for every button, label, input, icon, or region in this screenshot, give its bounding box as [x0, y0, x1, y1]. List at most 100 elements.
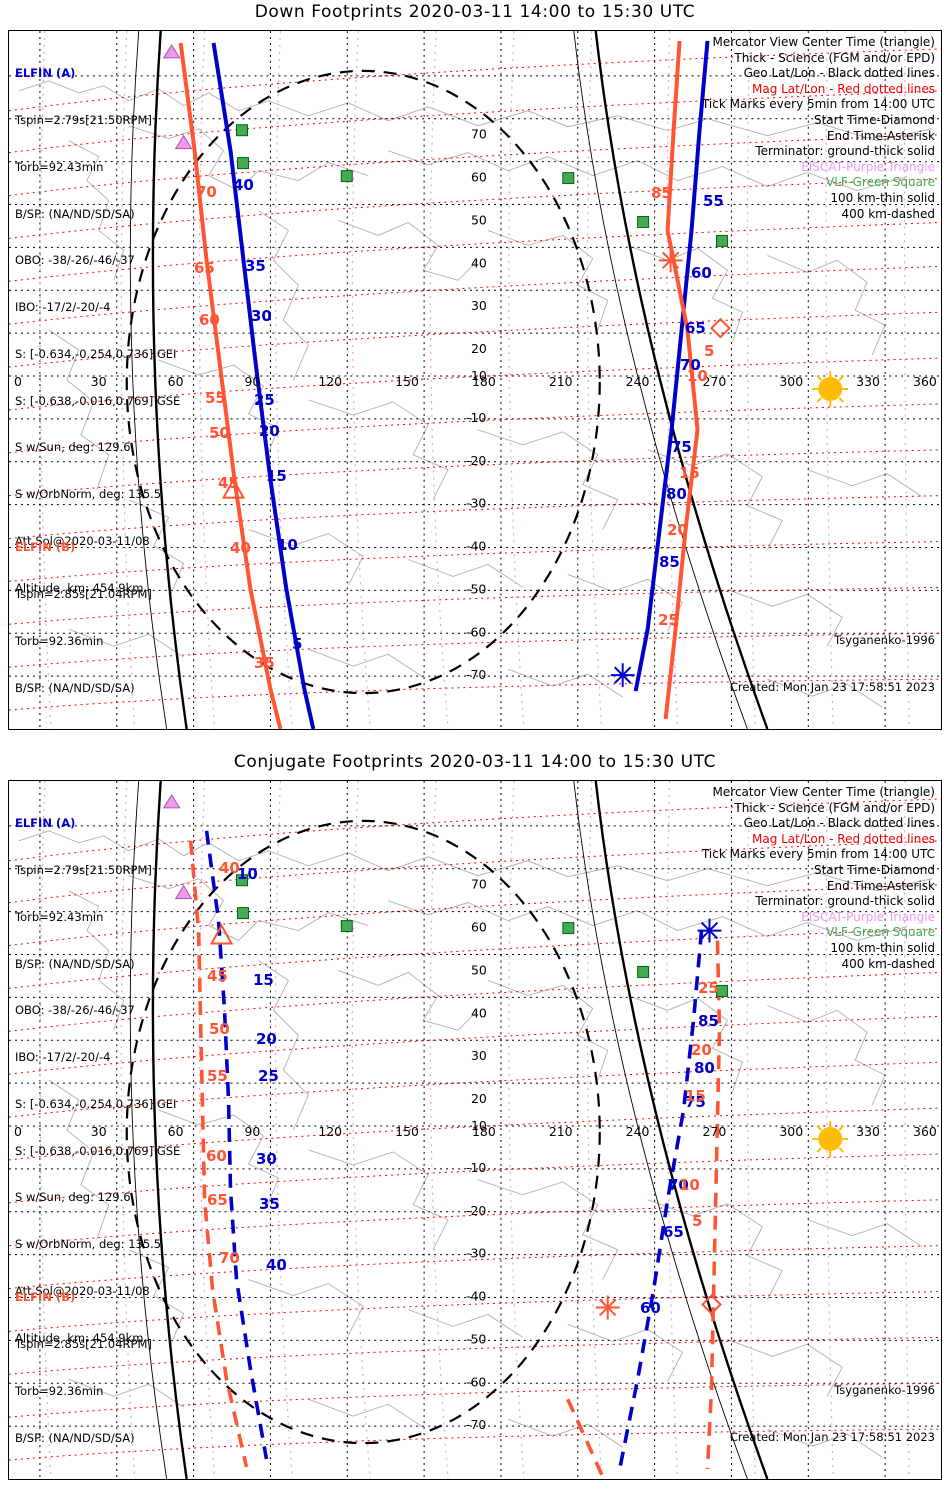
elfin-a-line-6: S: [-0.638,-0.016,0.769] GSE: [15, 1143, 181, 1158]
svg-text:180: 180: [472, 374, 496, 389]
tick-label-b-8: 20: [691, 1041, 712, 1059]
svg-text:90: 90: [244, 374, 260, 389]
tick-label-a-0: 40: [233, 176, 254, 194]
tick-label-b-10: 10: [679, 1176, 700, 1194]
tick-label-b-2: 60: [199, 311, 220, 329]
svg-text:360: 360: [913, 1124, 937, 1139]
marker-vlf-square: [236, 874, 728, 997]
tick-label-a-4: 20: [259, 422, 280, 440]
tick-label-b-12: 20: [667, 521, 688, 539]
tick-label-a-1: 35: [245, 257, 266, 275]
legend-item-4: Tick Marks every 5min from 14:00 UTC: [701, 847, 935, 862]
elfin-a-line-5: S: [-0.634,-0.254,0.736] GEI: [15, 346, 177, 361]
tick-label-a-5: 35: [259, 1195, 280, 1213]
legend-item-5: Start Time-Diamond: [813, 862, 935, 877]
tick-label-b-4: 50: [209, 424, 230, 442]
legend-item-4: Tick Marks every 5min from 14:00 UTC: [701, 97, 935, 112]
svg-text:-20: -20: [466, 453, 486, 468]
elfin-a-line-4: IBO: -17/2/-20/-4: [15, 1050, 111, 1065]
elfin-a-line-1: Torb=92.43min: [15, 159, 104, 174]
svg-text:210: 210: [549, 1124, 573, 1139]
svg-text:150: 150: [395, 1124, 419, 1139]
tick-label-b-11: 15: [679, 464, 700, 482]
tick-label-a-3: 25: [258, 1067, 279, 1085]
svg-text:30: 30: [471, 1048, 487, 1063]
svg-text:240: 240: [626, 1124, 650, 1139]
svg-text:30: 30: [91, 374, 107, 389]
track-elfin-a: [204, 830, 704, 1470]
legend-item-7: Terminator: ground-thick solid: [755, 144, 935, 159]
svg-text:270: 270: [703, 1124, 727, 1139]
svg-text:10: 10: [471, 368, 487, 383]
tick-label-b-8: 85: [651, 184, 672, 202]
tick-label-b-2: 50: [209, 1020, 230, 1038]
legend-item-10: 100 km-thin solid: [830, 940, 935, 955]
map-area[interactable]: 0 30 60 90 120 150 180 210 240 270 300 330 360 7…: [8, 30, 942, 730]
credits-block: Tsyganenko-1996 Created: Mon Jan 23 17:5…: [730, 602, 935, 727]
elfin-b-line-0: Tspin=2.85s[21.04RPM]: [15, 1336, 152, 1351]
svg-text:-10: -10: [466, 1160, 486, 1175]
marker-end-asterisk-a: [610, 663, 635, 688]
svg-text:60: 60: [471, 170, 487, 185]
marker-eiscat-triangle: [162, 44, 193, 150]
tick-label-a-12: 60: [640, 1299, 661, 1317]
legend-item-1: Thick - Science (FGM and/or EPD): [734, 50, 935, 65]
map-area[interactable]: 0 30 60 90 120 150 180 210 240 270 300 330 360 7…: [8, 780, 942, 1480]
svg-text:70: 70: [471, 127, 487, 142]
svg-text:180: 180: [472, 1124, 496, 1139]
legend-item-8: EISCAT-Purple Triangle: [801, 909, 935, 924]
elfin-b-line-1: Torb=92.36min: [15, 1383, 104, 1398]
svg-text:50: 50: [471, 212, 487, 227]
tick-label-a-1: 15: [253, 971, 274, 989]
elfin-b-line-1: Torb=92.36min: [15, 633, 104, 648]
tick-label-b-1: 65: [194, 259, 215, 277]
panel-conjugate-footprints: Conjugate Footprints 2020-03-11 14:00 to…: [0, 750, 950, 1500]
elfin-a-label: ELFIN (A): [15, 66, 76, 81]
tick-label-a-13: 80: [666, 485, 687, 503]
geo-lon-lines: [39, 31, 886, 729]
svg-text:-60: -60: [466, 1374, 486, 1389]
svg-text:300: 300: [779, 1124, 803, 1139]
sun-icon: [812, 371, 849, 407]
tick-label-b-7: 25: [698, 979, 719, 997]
legend-item-11: 400 km-dashed: [841, 206, 935, 221]
svg-text:-40: -40: [466, 1289, 486, 1304]
legend-item-7: Terminator: ground-thick solid: [755, 894, 935, 909]
sun-icon: [812, 1121, 849, 1157]
legend-item-2: Geo Lat/Lon - Black dotted lines: [743, 816, 935, 831]
map-svg: 0 30 60 90 120 150 180 210 240 270 300 330 360 7…: [9, 781, 941, 1479]
svg-text:20: 20: [471, 1091, 487, 1106]
tick-label-b-6: 40: [230, 539, 251, 557]
tick-label-a-7: 5: [292, 635, 303, 653]
elfin-a-line-2: B/SP: (NA/ND/SD/SA): [15, 206, 135, 221]
track-elfin-b: [178, 40, 700, 729]
tick-label-b-7: 35: [254, 654, 275, 672]
svg-text:30: 30: [91, 1124, 107, 1139]
svg-text:40: 40: [471, 255, 487, 270]
tick-label-a-2: 20: [256, 1030, 277, 1048]
svg-text:330: 330: [856, 374, 880, 389]
legend-item-10: 100 km-thin solid: [830, 190, 935, 205]
tick-label-a-11: 70: [680, 356, 701, 374]
tick-label-a-5: 15: [266, 467, 287, 485]
track-tick-labels-b: 40 45 50 55 60 65 70 25 20 15 10 5: [9, 781, 941, 1479]
svg-text:60: 60: [168, 1124, 184, 1139]
tick-label-a-6: 10: [277, 536, 298, 554]
elfin-a-line-0: Tspin=2.79s[21.50RPM]: [15, 862, 152, 877]
elfin-a-line-6: S: [-0.638,-0.016,0.769] GSE: [15, 393, 181, 408]
credits-block: Tsyganenko-1996 Created: Mon Jan 23 17:5…: [730, 1352, 935, 1477]
svg-text:150: 150: [395, 374, 419, 389]
elfin-b-line-3: OBO: -38/-26/-46/-37: [15, 1477, 172, 1479]
legend-item-9: VLF-Green Square: [826, 925, 935, 940]
elfin-a-line-10: Altitude, km: 454.9km: [15, 580, 144, 595]
marker-eiscat-triangle: [162, 794, 193, 900]
geo-lon-lines: [39, 781, 886, 1479]
svg-text:-60: -60: [466, 624, 486, 639]
marker-vlf-square: [236, 124, 728, 247]
elfin-a-line-0: Tspin=2.79s[21.50RPM]: [15, 112, 152, 127]
svg-text:60: 60: [168, 374, 184, 389]
track-tick-labels-b: 70 65 60 55 50 45 40 35 85 5 10 15 20 25: [9, 31, 941, 729]
svg-text:40: 40: [471, 1005, 487, 1020]
svg-text:270: 270: [703, 374, 727, 389]
